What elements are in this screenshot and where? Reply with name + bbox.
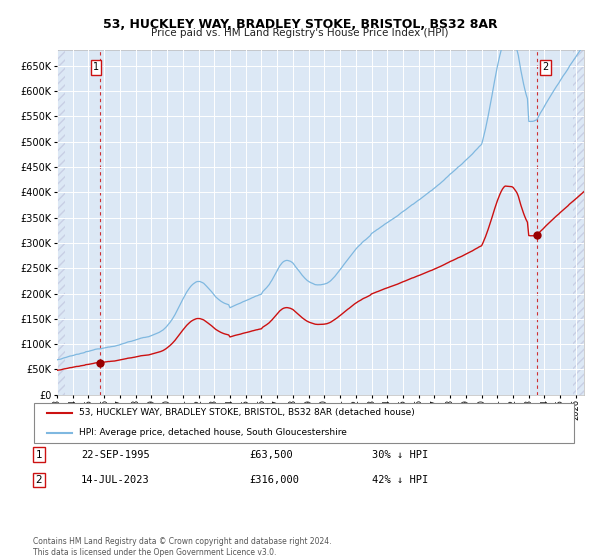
Text: HPI: Average price, detached house, South Gloucestershire: HPI: Average price, detached house, Sout… [79, 428, 347, 437]
Text: 42% ↓ HPI: 42% ↓ HPI [372, 475, 428, 485]
Text: £63,500: £63,500 [249, 450, 293, 460]
Text: 53, HUCKLEY WAY, BRADLEY STOKE, BRISTOL, BS32 8AR (detached house): 53, HUCKLEY WAY, BRADLEY STOKE, BRISTOL,… [79, 408, 415, 417]
Text: 30% ↓ HPI: 30% ↓ HPI [372, 450, 428, 460]
Text: 1: 1 [93, 62, 99, 72]
FancyBboxPatch shape [34, 403, 574, 443]
Text: 22-SEP-1995: 22-SEP-1995 [81, 450, 150, 460]
Text: Price paid vs. HM Land Registry's House Price Index (HPI): Price paid vs. HM Land Registry's House … [151, 28, 449, 38]
Text: 53, HUCKLEY WAY, BRADLEY STOKE, BRISTOL, BS32 8AR: 53, HUCKLEY WAY, BRADLEY STOKE, BRISTOL,… [103, 18, 497, 31]
Text: 1: 1 [35, 450, 43, 460]
Text: 14-JUL-2023: 14-JUL-2023 [81, 475, 150, 485]
Text: 2: 2 [542, 62, 548, 72]
Text: £316,000: £316,000 [249, 475, 299, 485]
Text: 2: 2 [35, 475, 43, 485]
Text: Contains HM Land Registry data © Crown copyright and database right 2024.
This d: Contains HM Land Registry data © Crown c… [33, 537, 331, 557]
